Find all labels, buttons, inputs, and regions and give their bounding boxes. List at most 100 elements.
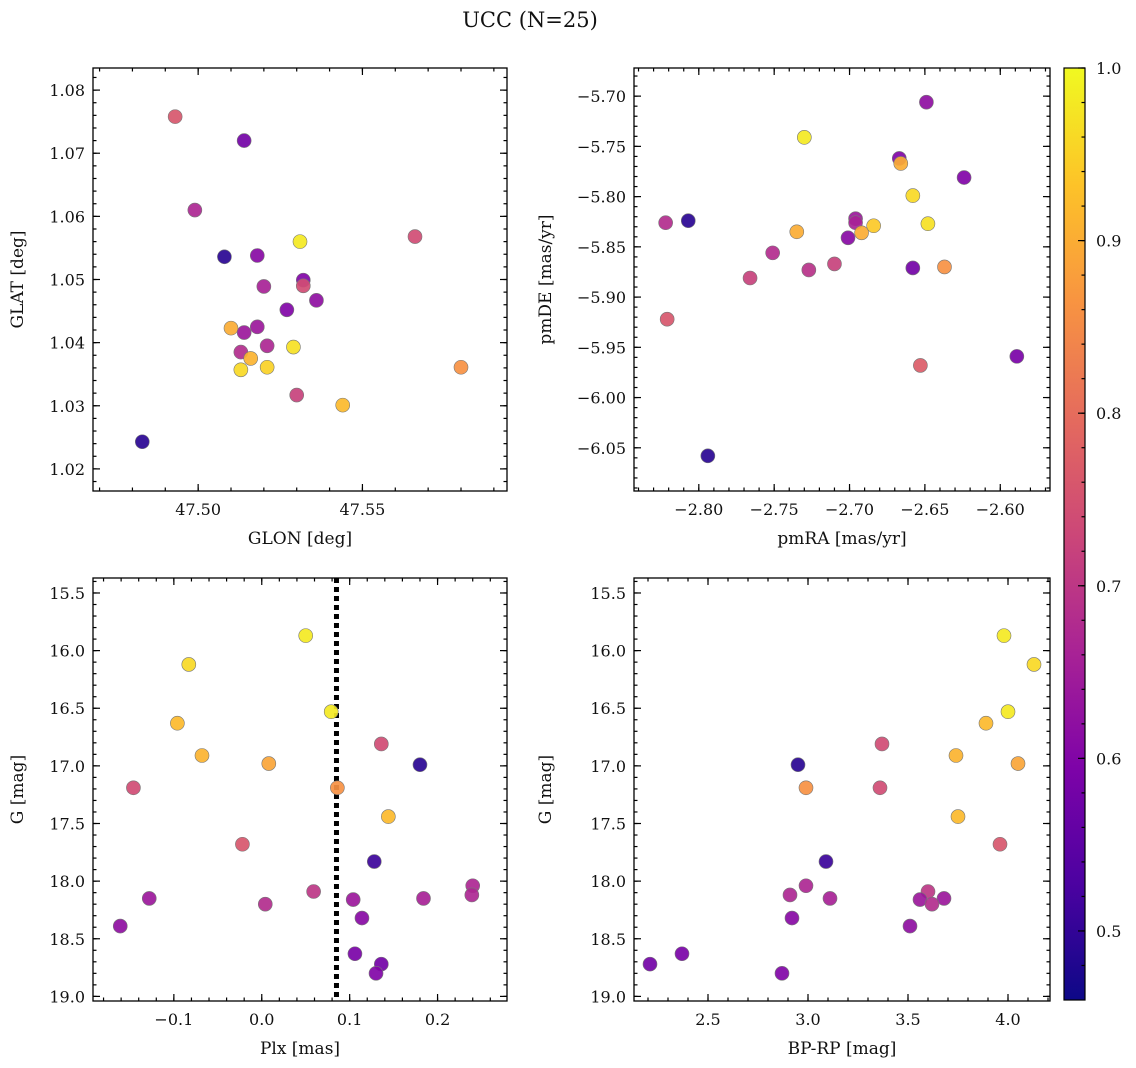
y-tick-label: 19.0 [590, 987, 626, 1006]
scatter-point [167, 109, 183, 124]
scatter-point [818, 854, 834, 869]
scatter-point [257, 896, 273, 912]
panels: 47.50 47.55 1.02 1.03 1.04 1.05 1.06 1.07 1.08 GL… [8, 67, 1051, 1059]
scatter-point [354, 910, 370, 926]
scatter-point [992, 836, 1008, 852]
scatter-point [822, 891, 838, 906]
scatter-point [141, 891, 157, 906]
scatter-point [261, 756, 277, 771]
scatter-point [295, 278, 311, 294]
y-tick-label: 16.0 [49, 642, 85, 661]
scatter-point [948, 748, 964, 763]
scatter-point [259, 338, 275, 354]
y-tick-label: −6.05 [577, 439, 626, 458]
y-axis-label: pmDE [mas/yr] [536, 214, 556, 344]
axes-frame [92, 67, 508, 492]
scatter-point [642, 956, 658, 972]
scatter-point [235, 836, 250, 852]
scatter-point [801, 262, 817, 278]
scatter-point [789, 224, 805, 240]
colorbar-tick-label: 0.8 [1096, 404, 1121, 423]
y-tick-label: 16.0 [590, 642, 626, 661]
scatter-point [335, 397, 351, 413]
x-axis-label: pmRA [mas/yr] [777, 529, 906, 549]
x-tick-label: 3.0 [795, 1010, 820, 1029]
colorbar-tick-label: 0.5 [1096, 922, 1121, 941]
scatter-point [309, 293, 324, 308]
scatter-point [798, 780, 814, 796]
scatter-point [798, 878, 814, 894]
x-tick-label: 0.0 [249, 1010, 274, 1029]
x-tick-label: −0.1 [154, 1010, 193, 1029]
scatter-point [674, 946, 690, 962]
y-axis-label: G [mag] [8, 755, 28, 824]
scatter-point [464, 887, 480, 903]
y-tick-label: 1.07 [49, 144, 85, 163]
scatter-point [298, 628, 314, 643]
scatter-point [905, 260, 921, 276]
scatter-point [187, 202, 203, 218]
scatter-point [453, 359, 469, 375]
axes-frame [92, 577, 508, 1002]
x-tick-label: 0.2 [425, 1010, 450, 1029]
scatter-point [840, 230, 856, 246]
scatter-point [236, 325, 252, 340]
scatter-point [249, 319, 265, 335]
x-tick-label: −2.70 [825, 500, 874, 519]
axes-frame [633, 67, 1051, 492]
y-tick-label: 17.0 [49, 757, 85, 776]
scatter-point [194, 748, 210, 763]
x-axis-label: Plx [mas] [260, 1039, 340, 1059]
scatter-point [374, 736, 389, 752]
x-axis-label: BP-RP [mag] [788, 1039, 897, 1059]
scatter-point [259, 359, 275, 375]
scatter-point [905, 188, 921, 203]
scatter-point [680, 213, 696, 229]
y-tick-label: −5.95 [577, 338, 626, 357]
scatter-point [412, 757, 428, 773]
scatter-panel-plx-g: −0.1 0.0 0.1 0.2 15.5 16.0 16.5 17.0 17.5 18.0 18.… [8, 577, 508, 1059]
scatter-point [243, 351, 259, 366]
axes-frame [633, 577, 1051, 1002]
scatter-point [1000, 704, 1016, 720]
scatter-point [366, 854, 382, 869]
scatter-point [937, 259, 952, 275]
y-tick-label: 17.5 [49, 815, 85, 834]
y-tick-label: −5.85 [577, 238, 626, 257]
y-tick-label: 17.5 [590, 815, 626, 834]
scatter-point [854, 225, 869, 241]
scatter-point [345, 892, 361, 907]
colorbar-tick-label: 0.9 [1096, 232, 1121, 251]
scatter-point [827, 256, 842, 272]
scatter-point [797, 130, 812, 145]
scatter-point [893, 156, 909, 171]
scatter-point [782, 887, 798, 903]
scatter-point [700, 448, 716, 464]
y-tick-label: 1.02 [49, 460, 85, 479]
scatter-point [1009, 349, 1025, 364]
scatter-point [978, 715, 994, 731]
scatter-point [330, 780, 345, 796]
scatter-point [956, 170, 972, 185]
scatter-point [249, 248, 265, 263]
y-axis-label: G [mag] [536, 755, 556, 824]
scatter-point [223, 320, 239, 336]
y-tick-label: 18.0 [49, 872, 85, 891]
scatter-point [170, 715, 185, 731]
y-tick-label: −5.75 [577, 137, 626, 156]
x-tick-label: 4.0 [995, 1010, 1020, 1029]
y-tick-label: 1.03 [49, 397, 85, 416]
scatter-point [292, 234, 308, 249]
scatter-panel-glon-glat: 47.50 47.55 1.02 1.03 1.04 1.05 1.06 1.07 1.08 GL… [8, 67, 508, 549]
y-tick-label: −6.00 [577, 389, 626, 408]
colorbar: 0.5 0.6 0.7 0.8 0.9 1.0 [1063, 59, 1121, 1001]
x-tick-label: 3.5 [895, 1010, 920, 1029]
colorbar-tick-label: 0.7 [1096, 577, 1121, 596]
scatter-point [919, 94, 934, 110]
scatter-point [874, 736, 890, 752]
scatter-point [659, 311, 675, 327]
scatter-point [181, 657, 197, 672]
scatter-point [866, 218, 881, 234]
x-tick-label: −2.60 [976, 500, 1025, 519]
